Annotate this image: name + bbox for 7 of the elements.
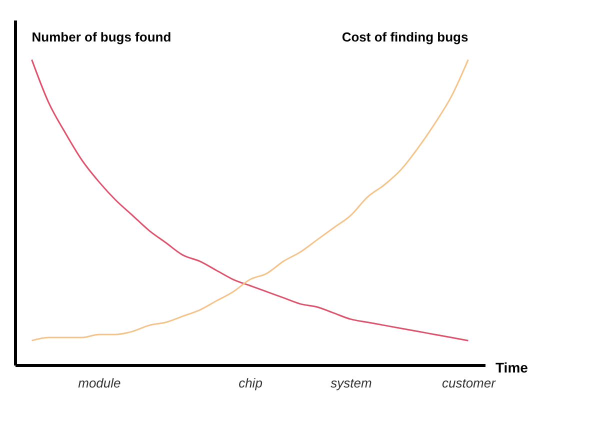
x-tick-label: module: [78, 376, 121, 390]
x-tick-label: chip: [238, 376, 262, 390]
x-tick-label: system: [330, 376, 372, 390]
series-label: Cost of finding bugs: [342, 30, 468, 45]
series-label: Number of bugs found: [32, 30, 172, 45]
x-axis-title: Time: [496, 360, 528, 376]
x-tick-label: customer: [442, 376, 496, 390]
